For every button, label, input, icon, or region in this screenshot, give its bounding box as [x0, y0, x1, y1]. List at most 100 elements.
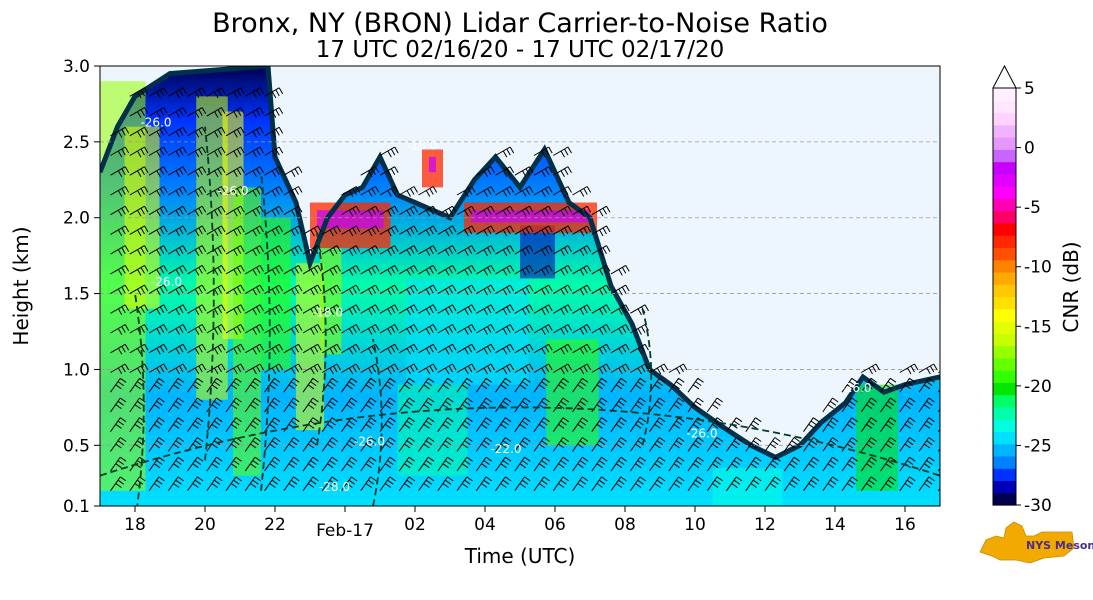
wind-barb — [264, 417, 281, 432]
wind-barb — [225, 205, 245, 217]
wind-barb — [630, 304, 649, 316]
wind-barb — [148, 363, 168, 375]
wind-barb — [341, 284, 361, 296]
wind-barb — [418, 264, 438, 276]
wind-barb — [860, 417, 877, 432]
wind-barb — [206, 363, 226, 375]
wind-barb — [129, 343, 149, 355]
wind-barb — [110, 343, 130, 355]
wind-barb — [167, 377, 184, 393]
wind-barb — [187, 397, 204, 413]
wind-barb — [726, 437, 743, 452]
colorbar-segment-11 — [993, 357, 1016, 371]
wind-barb — [206, 107, 226, 118]
wind-barb — [726, 476, 743, 492]
wind-barb — [129, 417, 146, 432]
wind-barb — [668, 363, 688, 375]
wind-barb — [418, 186, 438, 197]
wind-barb — [110, 324, 130, 335]
wind-barb — [225, 166, 245, 178]
wind-barb — [533, 225, 553, 237]
wind-barb — [148, 107, 168, 118]
wind-barb — [398, 324, 418, 335]
wind-barb — [129, 186, 149, 197]
wind-barb — [591, 377, 608, 393]
wind-barb — [456, 186, 476, 197]
wind-barb — [918, 363, 938, 375]
wind-barb — [225, 186, 245, 197]
cloud-top-core-2 — [471, 210, 590, 223]
wind-barb — [398, 343, 418, 355]
contour-line-arc — [100, 406, 940, 477]
wind-barb — [495, 476, 512, 492]
wind-barb — [302, 264, 322, 276]
wind-barb — [283, 324, 303, 335]
cloud-top-core-1 — [429, 157, 436, 173]
colorbar-segment-25 — [993, 186, 1016, 199]
wind-barb — [206, 377, 223, 393]
x-tick-label-10: 14 — [824, 515, 846, 535]
wind-barb — [187, 146, 207, 158]
wind-barb — [418, 417, 435, 432]
contour-line-4 — [372, 338, 383, 506]
wind-barb — [148, 284, 168, 296]
colorbar-segment-13 — [993, 333, 1016, 347]
wind-barb — [918, 456, 935, 472]
wind-barb — [341, 377, 358, 393]
y-axis: 0.1 0.5 1.0 1.5 2.0 2.5 3.0 — [63, 57, 100, 517]
colorbar-segment-17 — [993, 284, 1016, 298]
wind-barb — [649, 417, 666, 432]
wind-barb — [360, 284, 380, 296]
wind-barb — [552, 397, 569, 413]
wind-barb — [129, 324, 149, 335]
wind-barb — [379, 166, 399, 178]
wind-barb — [225, 377, 242, 393]
wind-barb — [456, 343, 476, 355]
wind-barb — [283, 437, 300, 452]
wind-barb — [168, 186, 187, 197]
wind-barb — [244, 264, 264, 276]
wind-barb — [148, 304, 168, 316]
wind-barb — [187, 324, 207, 335]
wind-barb — [668, 377, 685, 393]
feature-band-13 — [712, 468, 783, 506]
wind-barb — [148, 186, 168, 197]
wind-barb — [456, 304, 476, 316]
wind-barb — [264, 107, 284, 118]
wind-barb — [649, 437, 666, 452]
wind-barb — [918, 417, 935, 432]
wind-barb — [687, 476, 704, 492]
wind-barb — [572, 186, 592, 197]
wind-barb — [706, 397, 723, 413]
wind-barb — [148, 377, 165, 393]
wind-barb — [264, 186, 284, 197]
wind-barb — [629, 437, 646, 452]
wind-barb — [225, 476, 242, 492]
wind-barb — [302, 377, 319, 393]
wind-barb — [187, 87, 207, 99]
x-tick-label-4: 02 — [404, 515, 426, 535]
wind-barb — [476, 166, 495, 178]
wind-barb — [572, 343, 592, 355]
wind-barb — [225, 456, 242, 472]
wind-barb — [880, 397, 897, 413]
colorbar-segment-30 — [993, 124, 1016, 138]
contour-label-0: -26.0 — [217, 184, 248, 198]
wind-barb — [341, 245, 361, 256]
wind-barb — [591, 437, 608, 452]
wind-barb — [456, 245, 476, 256]
wind-barb — [860, 476, 877, 492]
wind-barb — [668, 476, 685, 492]
wind-barb — [264, 126, 284, 138]
wind-barb — [591, 363, 611, 375]
wind-barb — [533, 186, 553, 197]
wind-barb — [437, 397, 454, 413]
wind-barb — [706, 456, 723, 472]
chart-title: Bronx, NY (BRON) Lidar Carrier-to-Noise … — [212, 8, 828, 39]
colorbar-segment-33 — [993, 88, 1016, 101]
wind-barb — [418, 377, 435, 393]
x-tick-label-2: 22 — [264, 515, 286, 535]
wind-barb — [552, 417, 569, 432]
x-axis: 18 20 22 Feb-17 02 04 06 08 10 12 14 16 — [124, 506, 916, 541]
wind-barb — [475, 456, 492, 472]
